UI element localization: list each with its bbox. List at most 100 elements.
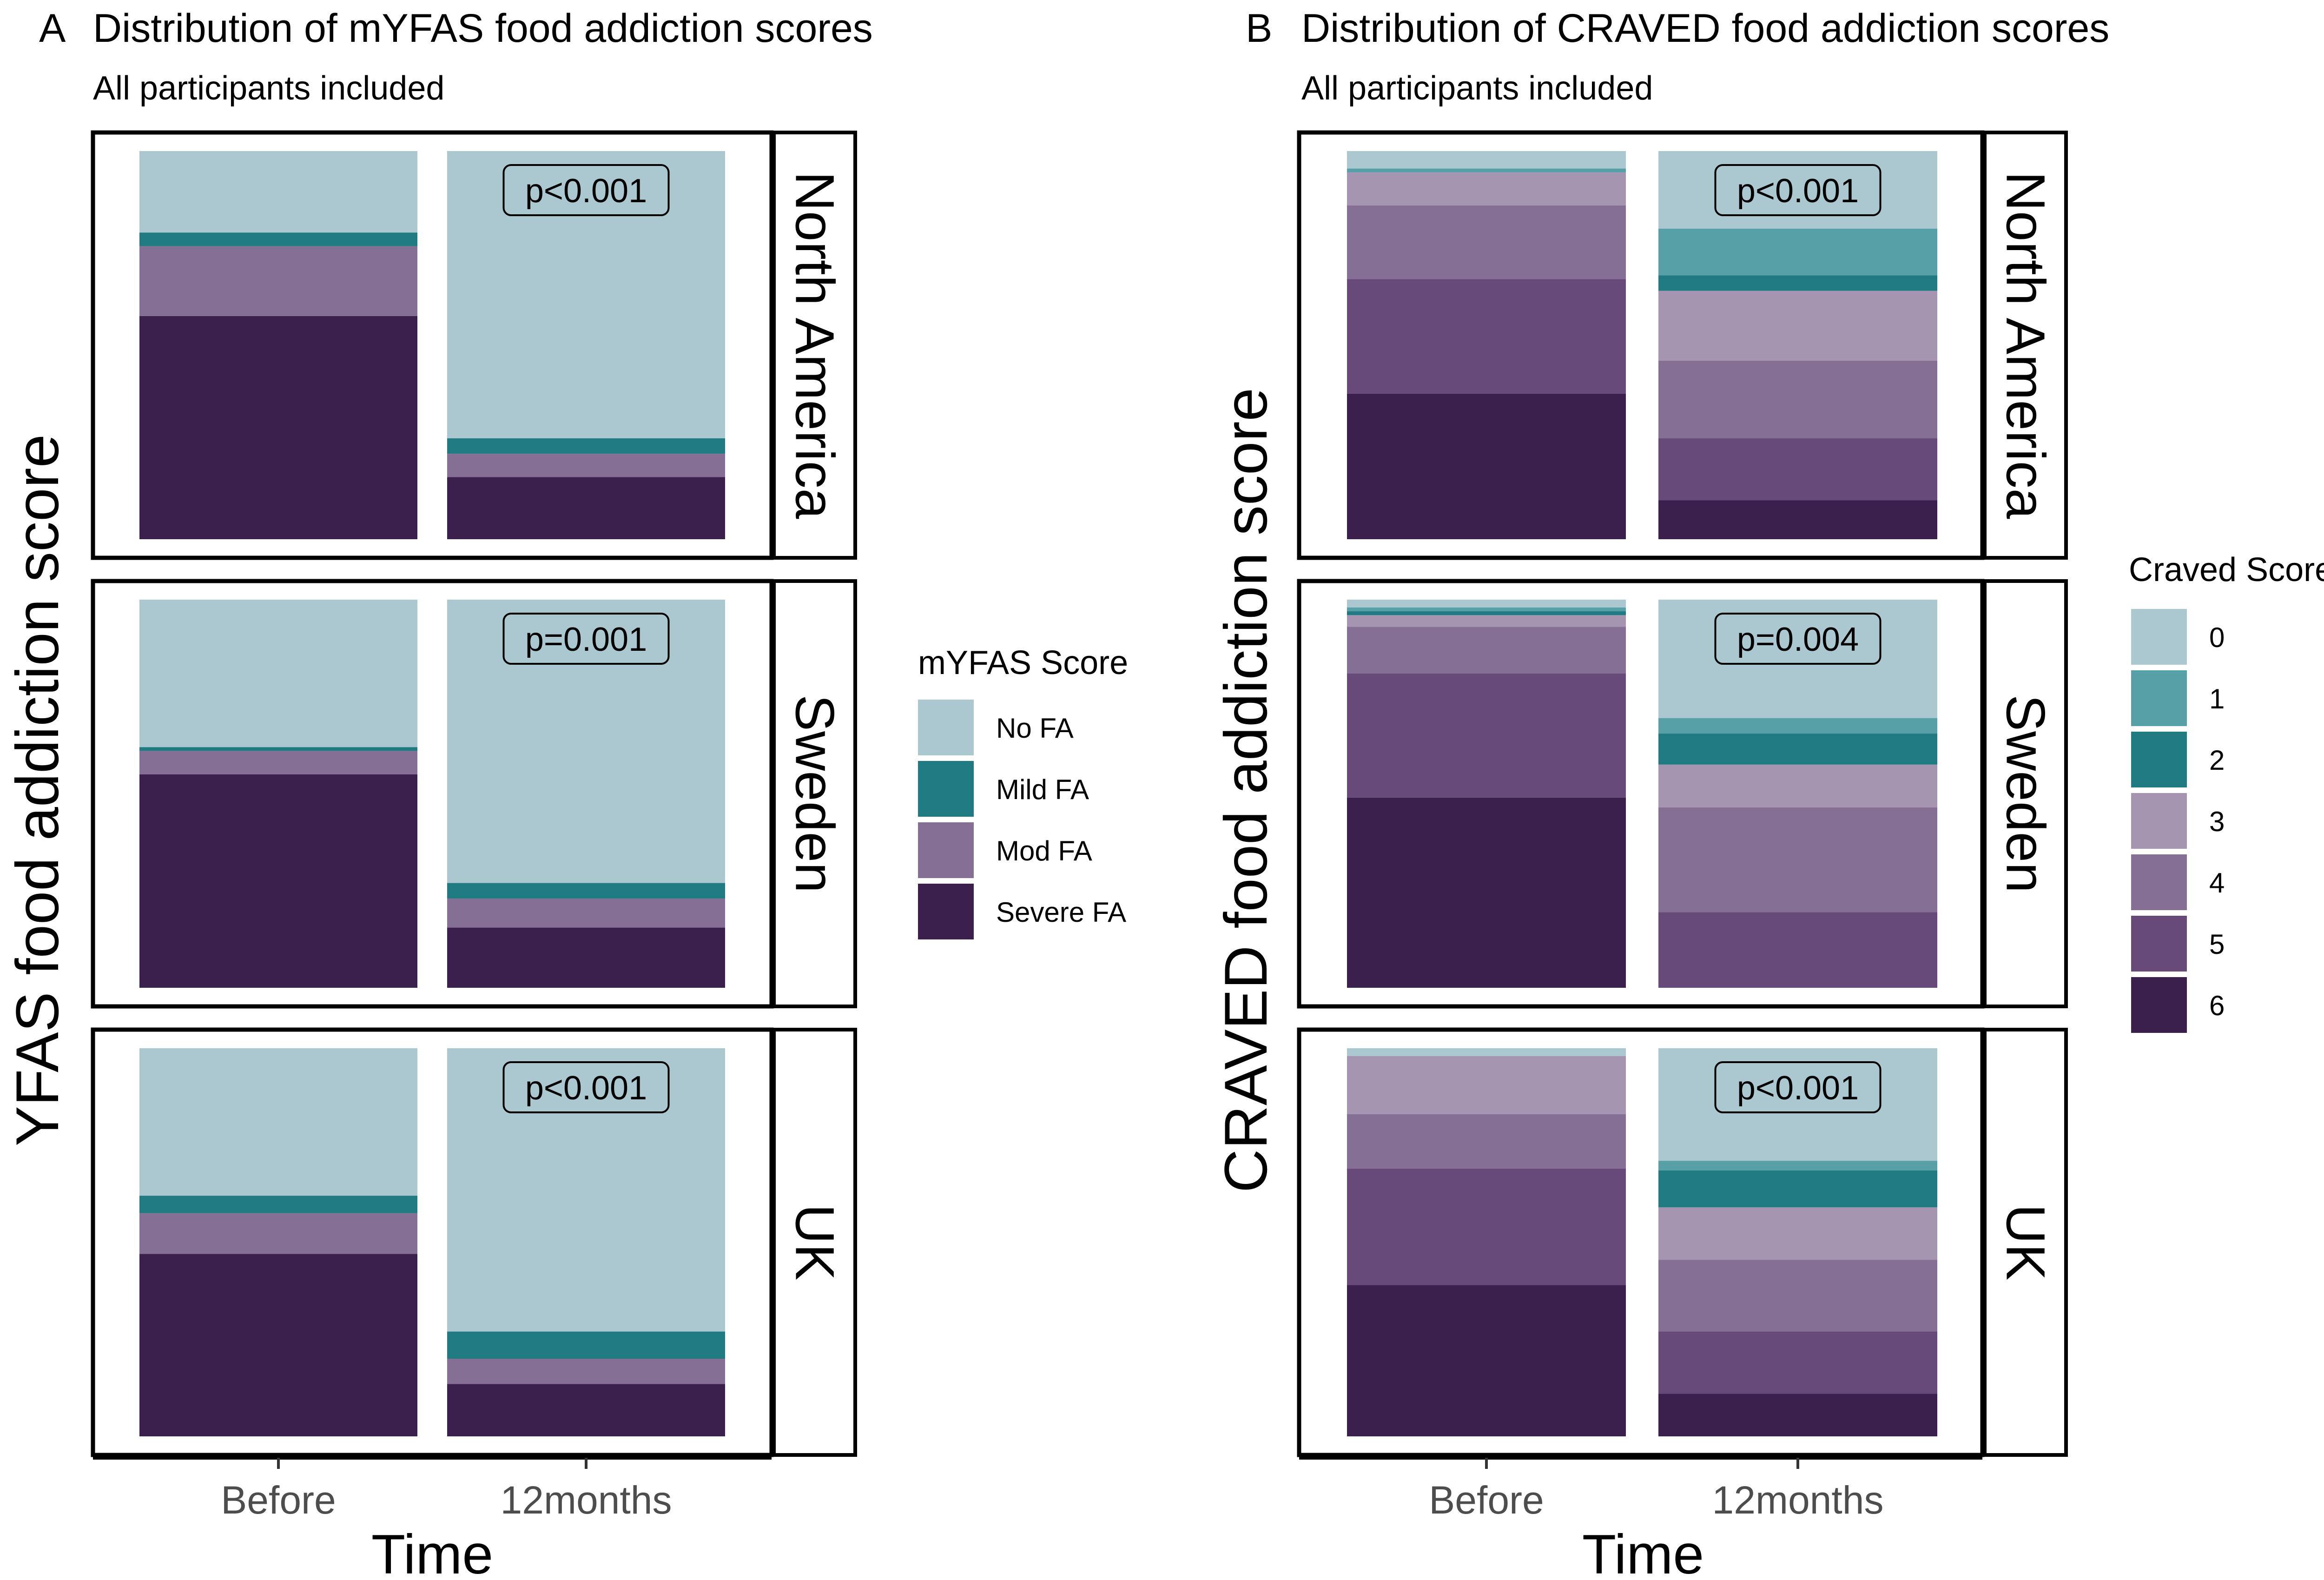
bar-segment-sweden-before-severe-fa xyxy=(139,774,417,988)
panel-a-y-axis-label: YFAS food addiction score xyxy=(3,434,71,1146)
panel-a-subtitle: All participants included xyxy=(93,70,444,107)
bar-segment-north-america-12months-mild-fa xyxy=(447,438,725,454)
bar-segment-north-america-12months-1 xyxy=(1658,229,1937,276)
panel-b-legend-title: Craved Score xyxy=(2129,551,2324,588)
bar-segment-sweden-before-4 xyxy=(1347,627,1626,674)
panel-a-legend-swatch-severe-fa xyxy=(918,884,974,939)
bar-segment-north-america-before-5 xyxy=(1347,279,1626,394)
bar-segment-north-america-12months-4 xyxy=(1658,360,1937,438)
panel-b-subtitle: All participants included xyxy=(1301,70,1653,107)
panel-a-legend-label-mild-fa: Mild FA xyxy=(996,774,1089,805)
panel-a-title: Distribution of mYFAS food addiction sco… xyxy=(93,6,873,51)
panel-b-facet-uk: p<0.001 UK xyxy=(1297,1027,2068,1457)
panel-b-facet-border-uk xyxy=(1297,1027,1985,1457)
bar-segment-uk-before-mod-fa xyxy=(139,1213,417,1254)
panel-b-plot-area: p<0.001 North America p=0.004 Sweden p<0.001… xyxy=(1297,130,2068,1522)
bar-segment-sweden-before-mild-fa xyxy=(139,747,417,751)
panel-b-y-axis-label: CRAVED food addiction score xyxy=(1212,388,1280,1193)
bar-segment-north-america-12months-3 xyxy=(1658,291,1937,361)
panel-b-x-axis-label: Time xyxy=(1582,1523,1704,1580)
panel-b-legend-label-6: 6 xyxy=(2209,990,2225,1021)
p-value-label-north-america: p<0.001 xyxy=(1737,172,1859,210)
panel-a-facet-uk: p<0.001 UK xyxy=(91,1027,857,1457)
bar-segment-north-america-before-no-fa xyxy=(139,151,417,233)
bar-segment-north-america-before-severe-fa xyxy=(139,316,417,539)
panel-b-facet-border-sweden xyxy=(1297,579,1985,1009)
panel-a-tag: A xyxy=(39,6,66,51)
panel-b-facet-label-sweden: Sweden xyxy=(1995,694,2056,892)
bar-segment-sweden-before-no-fa xyxy=(139,600,417,747)
panel-b-facet-border-north-america xyxy=(1297,130,1985,560)
bar-segment-north-america-12months-2 xyxy=(1658,275,1937,291)
panel-a-facet-border-sweden xyxy=(91,579,774,1009)
bar-segment-uk-12months-2 xyxy=(1658,1170,1937,1208)
bar-segment-uk-12months-6 xyxy=(1658,1394,1937,1436)
bar-segment-north-america-12months-mod-fa xyxy=(447,454,725,477)
p-value-label-uk: p<0.001 xyxy=(1737,1070,1859,1107)
panel-a-facet-sweden: p=0.001 Sweden xyxy=(91,579,857,1009)
panel-a-legend-label-severe-fa: Severe FA xyxy=(996,897,1126,928)
bar-segment-sweden-12months-3 xyxy=(1658,764,1937,807)
panel-b-legend-label-0: 0 xyxy=(2209,622,2225,653)
panel-a-legend-label-mod-fa: Mod FA xyxy=(996,835,1092,866)
bar-segment-north-america-before-mild-fa xyxy=(139,232,417,246)
panel-a-plot-area: p<0.001 North America p=0.001 Sweden p<0.001… xyxy=(91,130,857,1522)
bar-segment-sweden-before-6 xyxy=(1347,797,1626,988)
bar-segment-north-america-12months-6 xyxy=(1658,500,1937,539)
bar-segment-sweden-12months-5 xyxy=(1658,912,1937,988)
bar-segment-north-america-before-1 xyxy=(1347,168,1626,172)
panel-a-facet-strip-north-america xyxy=(772,131,857,560)
panel-a-legend-title: mYFAS Score xyxy=(918,644,1128,681)
p-value-label-north-america: p<0.001 xyxy=(525,172,647,210)
panel-b: B Distribution of CRAVED food addiction … xyxy=(1212,6,2324,1580)
bar-segment-north-america-before-4 xyxy=(1347,205,1626,279)
panel-b-legend-swatch-2 xyxy=(2131,732,2187,787)
panel-a-facet-strip-uk xyxy=(772,1028,857,1457)
bar-segment-uk-12months-mild-fa xyxy=(447,1331,725,1359)
panel-a-x-tick-label-12months: 12months xyxy=(501,1478,672,1522)
p-value-box-north-america xyxy=(502,164,670,216)
panel-b-tag: B xyxy=(1246,6,1272,51)
bar-segment-uk-before-6 xyxy=(1347,1285,1626,1436)
bar-segment-sweden-12months-1 xyxy=(1658,718,1937,734)
p-value-box-sweden xyxy=(1714,613,1882,665)
panel-b-x-tick-label-12months: 12months xyxy=(1712,1478,1884,1522)
bar-segment-north-america-before-3 xyxy=(1347,172,1626,205)
panel-b-legend-label-1: 1 xyxy=(2209,683,2225,714)
bar-segment-uk-before-5 xyxy=(1347,1168,1626,1285)
panel-b-facet-strip-sweden xyxy=(1983,579,2068,1008)
bar-segment-sweden-before-3 xyxy=(1347,615,1626,627)
panel-b-facet-north-america: p<0.001 North America xyxy=(1297,130,2068,560)
panel-b-legend-label-2: 2 xyxy=(2209,745,2225,776)
panel-b-legend-swatch-4 xyxy=(2131,854,2187,910)
p-value-box-north-america xyxy=(1714,164,1882,216)
panel-a-facet-north-america: p<0.001 North America xyxy=(91,130,857,560)
bar-segment-uk-12months-4 xyxy=(1658,1260,1937,1332)
panel-b-legend-swatch-0 xyxy=(2131,609,2187,665)
panel-b-legend-label-5: 5 xyxy=(2209,929,2225,960)
panel-a: A Distribution of mYFAS food addiction s… xyxy=(3,6,1128,1580)
bar-segment-uk-before-3 xyxy=(1347,1056,1626,1114)
panel-b-legend-swatch-5 xyxy=(2131,916,2187,972)
bar-segment-uk-before-severe-fa xyxy=(139,1254,417,1436)
panel-b-legend-label-4: 4 xyxy=(2209,867,2225,899)
panel-a-facet-border-uk xyxy=(91,1027,774,1457)
bar-segment-sweden-12months-2 xyxy=(1658,734,1937,765)
bar-segment-uk-before-mild-fa xyxy=(139,1196,417,1213)
bar-segment-sweden-before-1 xyxy=(1347,607,1626,612)
bar-segment-uk-before-no-fa xyxy=(139,1048,417,1196)
panel-a-facet-label-sweden: Sweden xyxy=(784,694,845,892)
bar-segment-uk-12months-1 xyxy=(1658,1161,1937,1171)
panel-a-facet-border-north-america xyxy=(91,130,774,560)
panel-b-facet-strip-north-america xyxy=(1983,131,2068,560)
panel-b-title: Distribution of CRAVED food addiction sc… xyxy=(1301,6,2109,51)
panel-a-legend-swatch-mod-fa xyxy=(918,822,974,878)
panel-a-facet-strip-sweden xyxy=(772,579,857,1008)
p-value-label-uk: p<0.001 xyxy=(525,1070,647,1107)
bar-segment-north-america-before-mod-fa xyxy=(139,246,417,316)
panel-a-legend-label-no-fa: No FA xyxy=(996,713,1074,744)
bar-segment-sweden-before-mod-fa xyxy=(139,751,417,774)
p-value-label-sweden: p=0.001 xyxy=(525,621,647,658)
panel-a-x-axis-label: Time xyxy=(371,1523,493,1580)
